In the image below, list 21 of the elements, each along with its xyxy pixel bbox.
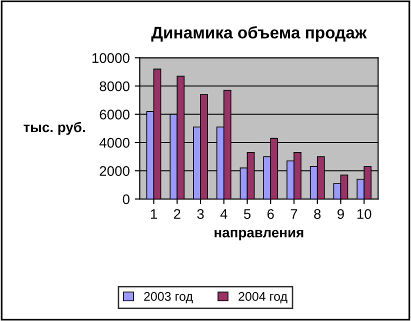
chart-title: Динамика объема продаж: [151, 26, 367, 42]
y-tick-label: 2000: [100, 166, 130, 176]
y-tick-label: 0: [122, 194, 130, 204]
x-tick-label: 2: [174, 209, 180, 219]
x-tick-label: 4: [220, 209, 228, 219]
x-tick-label: 5: [244, 209, 251, 219]
x-tick-label: 8: [314, 209, 321, 219]
x-tick-label: 10: [357, 209, 372, 219]
y-axis-title: тыс. руб.: [24, 122, 85, 135]
y-tick-label: 4000: [99, 138, 130, 148]
x-tick-label: 7: [290, 209, 298, 219]
y-tick-label: 8000: [100, 81, 130, 92]
y-tick-label: 6000: [100, 110, 130, 120]
x-axis-title: направления: [214, 230, 304, 240]
legend-label: 2003 год: [144, 292, 193, 304]
y-tick-label: 10000: [92, 53, 130, 63]
x-tick-label: 1: [150, 209, 157, 219]
x-tick-label: 6: [267, 209, 274, 219]
x-tick-label: 9: [338, 209, 344, 219]
legend-label: 2004 год: [238, 292, 288, 304]
x-tick-label: 3: [197, 209, 204, 219]
